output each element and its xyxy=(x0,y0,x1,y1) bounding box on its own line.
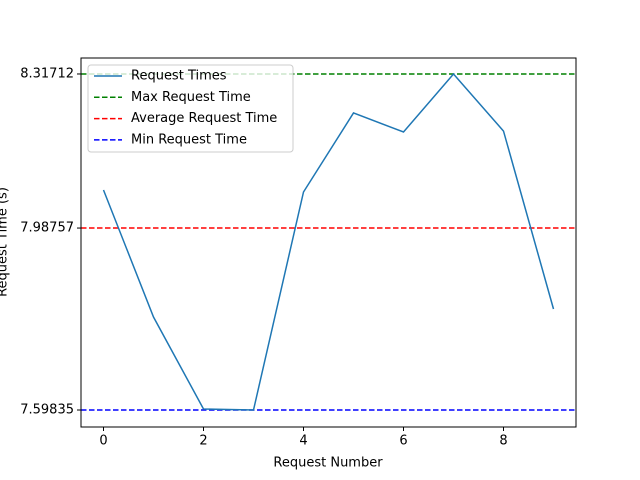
x-tick-label: 4 xyxy=(299,434,307,449)
plot-frame xyxy=(80,57,577,428)
x-tick-label: 0 xyxy=(99,434,107,449)
legend-label: Request Times xyxy=(131,69,227,84)
y-tick-label: 7.59835 xyxy=(20,403,74,418)
data-line xyxy=(102,72,555,411)
x-tick-label: 8 xyxy=(499,434,507,449)
legend-label: Max Request Time xyxy=(131,90,251,105)
x-axis-label: Request Number xyxy=(273,456,383,471)
legend-label: Average Request Time xyxy=(131,111,277,126)
y-tick-label: 8.31712 xyxy=(20,66,74,81)
x-tick-label: 6 xyxy=(399,434,407,449)
x-tick-label: 2 xyxy=(199,434,207,449)
legend-box xyxy=(87,64,294,153)
legend-label: Min Request Time xyxy=(131,132,247,147)
y-tick-label: 7.98757 xyxy=(20,221,74,236)
y-axis-label: Request Time (s) xyxy=(0,187,11,297)
